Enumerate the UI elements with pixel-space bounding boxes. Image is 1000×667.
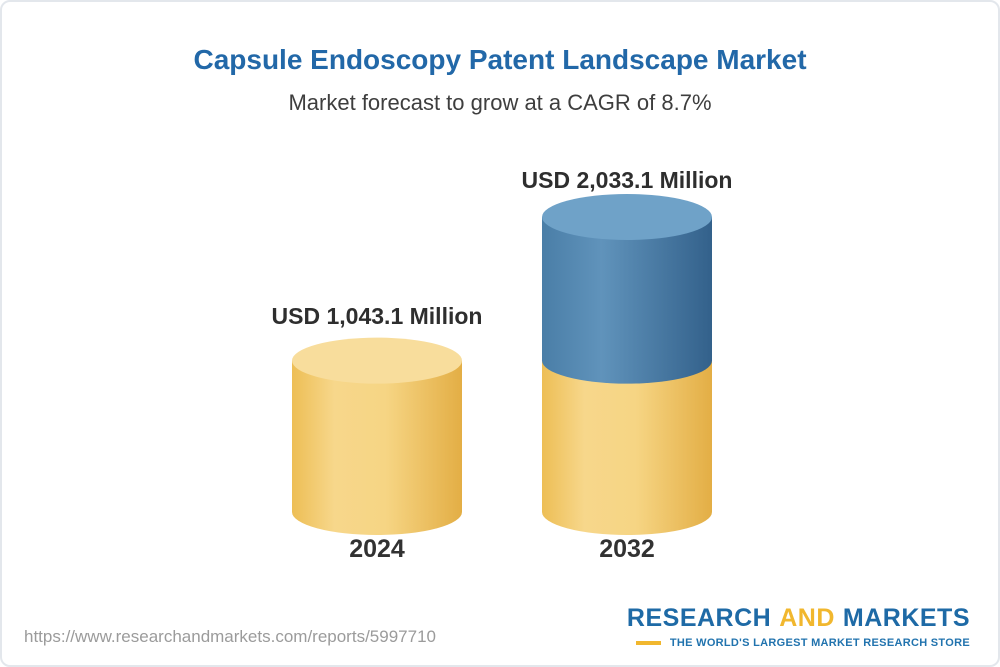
value-label-2024: USD 1,043.1 Million: [271, 303, 483, 329]
report-url-link[interactable]: https://www.researchandmarkets.com/repor…: [24, 627, 436, 646]
research-and-markets-logo: RESEARCH AND MARKETS THE WORLD'S LARGEST…: [627, 604, 970, 649]
logo-tagline: THE WORLD'S LARGEST MARKET RESEARCH STOR…: [636, 637, 970, 649]
chart-subtitle: Market forecast to grow at a CAGR of 8.7…: [288, 90, 712, 115]
logo-word-research: RESEARCH: [626, 604, 772, 632]
axis-label-2032: 2032: [599, 535, 655, 563]
cylinder-2032: [542, 194, 712, 535]
tagline-rule: [636, 641, 661, 645]
logo-wordmark: RESEARCH AND MARKETS: [627, 604, 970, 633]
chart-title: Capsule Endoscopy Patent Landscape Marke…: [193, 44, 807, 75]
axis-label-2024: 2024: [349, 535, 405, 563]
cylinder-2024: [292, 337, 462, 535]
logo-tagline-text: THE WORLD'S LARGEST MARKET RESEARCH STOR…: [669, 637, 970, 649]
logo-word-markets: MARKETS: [842, 604, 970, 632]
value-label-2032: USD 2,033.1 Million: [521, 167, 733, 193]
logo-word-and: AND: [779, 604, 835, 632]
